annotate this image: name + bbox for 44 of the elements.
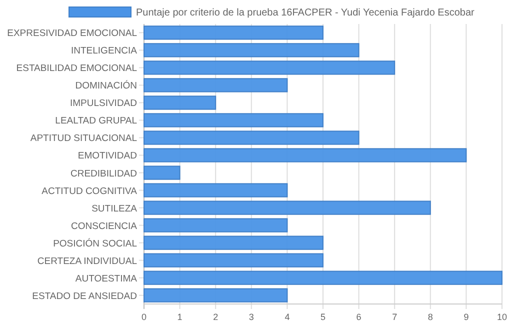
bar — [144, 96, 216, 110]
x-tick-label: 5 — [320, 312, 326, 322]
y-tick-label: INTELIGENCIA — [71, 46, 138, 57]
bar — [144, 43, 360, 58]
bar — [144, 270, 502, 285]
bar — [144, 78, 288, 92]
y-tick-label: APTITUD SITUACIONAL — [30, 133, 137, 144]
y-tick-label: AUTOESTIMA — [75, 273, 138, 284]
y-tick-label: IMPULSIVIDAD — [70, 98, 138, 110]
y-tick-label: DOMINACIÓN — [75, 80, 138, 92]
x-tick-label: 9 — [464, 312, 469, 322]
y-tick-label: ESTADO DE ANSIEDAD — [32, 290, 138, 302]
bar — [144, 60, 396, 75]
x-tick-label: 3 — [248, 312, 254, 322]
x-tick-label: 0 — [141, 312, 147, 322]
y-tick-label: SUTILEZA — [92, 203, 138, 214]
y-tick-label: ACTITUD COGNITIVA — [42, 186, 138, 197]
y-tick-label: POSICIÓN SOCIAL — [53, 237, 137, 250]
bar — [144, 236, 324, 250]
bar — [144, 26, 324, 40]
bar — [144, 288, 288, 302]
x-tick-label: 7 — [392, 312, 398, 322]
x-tick-label: 4 — [284, 312, 290, 322]
bar — [144, 113, 324, 128]
y-tick-label: ESTABILIDAD EMOCIONAL — [16, 63, 137, 74]
y-tick-label: CREDIBILIDAD — [70, 168, 138, 180]
bar — [144, 166, 180, 180]
x-tick-label: 1 — [177, 312, 182, 322]
y-tick-label: CONSCIENCIA — [71, 220, 138, 232]
y-tick-label: EXPRESIVIDAD EMOCIONAL — [7, 28, 137, 40]
x-tick-label: 8 — [428, 312, 433, 322]
x-tick-label: 10 — [496, 312, 508, 322]
bar — [144, 200, 431, 215]
y-tick-label: CERTEZA INDIVIDUAL — [37, 256, 137, 267]
x-tick-label: 2 — [213, 312, 218, 322]
y-tick-label: LEALTAD GRUPAL — [55, 116, 137, 127]
bar — [144, 183, 288, 198]
bar — [144, 218, 288, 232]
series-label: Puntaje por criterio de la prueba 16FACPER - Yudi Yecenia Fajardo Escobar — [136, 8, 476, 18]
bar — [144, 148, 467, 162]
x-tick-label: 6 — [356, 312, 362, 322]
bar — [144, 253, 324, 268]
y-tick-label: EMOTIVIDAD — [78, 150, 138, 162]
bar — [144, 130, 360, 145]
